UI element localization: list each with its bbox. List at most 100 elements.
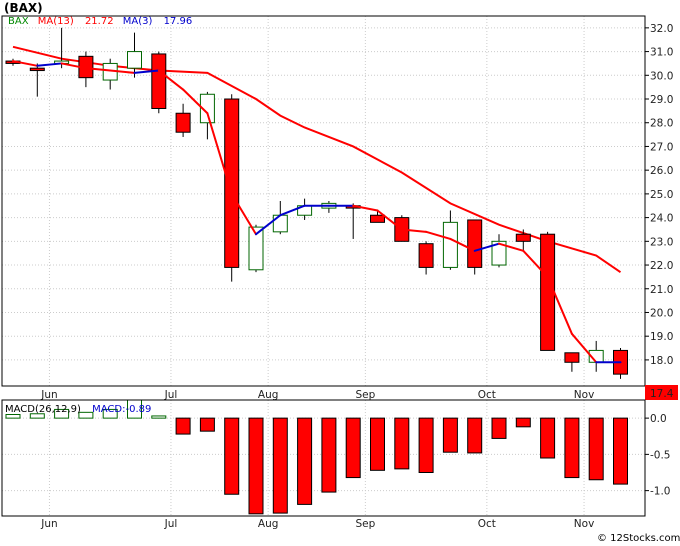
ma3-segment xyxy=(546,275,573,335)
ma3-segment xyxy=(352,204,379,212)
ma3-segment xyxy=(109,69,136,74)
macd-x-tick-label: Sep xyxy=(355,518,375,530)
legend-ma3-label: MA(3) xyxy=(123,16,153,27)
macd-bar-positive xyxy=(102,408,118,419)
ma3-segment xyxy=(255,214,282,236)
macd-bar-negative xyxy=(175,417,191,435)
ma3-segment xyxy=(182,88,209,115)
ma3-segment xyxy=(400,228,428,233)
price-y-tick-label: 26.0 xyxy=(650,165,673,177)
ma3-segment xyxy=(376,209,403,231)
candle xyxy=(102,58,118,90)
ma3-segment xyxy=(473,242,500,252)
price-legend: BAX MA(13) 21.72 MA(3) 17.96 xyxy=(8,16,192,27)
candle xyxy=(175,103,191,137)
macd-x-tick-label: Oct xyxy=(478,518,496,530)
candle-body-up xyxy=(442,221,458,268)
macd-bar-negative xyxy=(588,417,604,481)
candle xyxy=(199,91,215,140)
candle-body-down xyxy=(467,219,483,268)
macd-bar-positive xyxy=(54,408,70,419)
candle xyxy=(248,224,264,273)
macd-bar-negative xyxy=(345,417,361,479)
ma3-segment xyxy=(522,249,549,278)
macd-legend-value: MACD:-0.89 xyxy=(92,404,151,415)
macd-bar-negative xyxy=(515,417,531,428)
price-y-tick-label: 28.0 xyxy=(650,118,673,130)
ma3-segment xyxy=(206,112,233,195)
price-y-tick-label: 22.0 xyxy=(650,260,673,272)
macd-bar-negative xyxy=(224,417,240,495)
macd-x-tick-label: Aug xyxy=(258,518,279,530)
price-x-tick-label: Aug xyxy=(258,389,279,401)
legend-ma3-value: 17.96 xyxy=(164,16,193,27)
macd-bar-negative xyxy=(491,417,507,439)
ma3-segment xyxy=(498,242,525,252)
candle-body-down xyxy=(224,98,240,268)
macd-bar-positive xyxy=(5,414,21,419)
price-x-tick-label: Jul xyxy=(164,389,178,401)
macd-bar-negative xyxy=(418,417,434,473)
macd-y-tick-label: 0.0 xyxy=(650,413,667,425)
candle-body-down xyxy=(540,233,556,351)
candle-body-down xyxy=(175,112,191,133)
macd-bar-negative xyxy=(370,417,385,471)
macd-bar-negative xyxy=(467,417,483,454)
ma3-segment xyxy=(449,237,476,252)
price-y-tick-label: 23.0 xyxy=(650,236,673,248)
price-y-tick-label: 20.0 xyxy=(650,307,673,319)
price-x-tick-label: Sep xyxy=(355,389,375,401)
macd-bar-negative xyxy=(248,417,264,515)
candle xyxy=(370,210,385,223)
candle xyxy=(29,63,45,97)
candle-body-up xyxy=(272,214,288,233)
ma3-line-layer xyxy=(12,60,622,364)
ma3-segment xyxy=(157,69,185,91)
price-y-tick-label: 27.0 xyxy=(650,141,673,153)
macd-y-tick-label: -0.5 xyxy=(650,449,671,461)
ma3-segment xyxy=(84,67,112,72)
price-y-tick-label: 25.0 xyxy=(650,189,673,201)
ma3-segment xyxy=(230,192,257,236)
price-x-tick-label: Nov xyxy=(574,389,595,401)
macd-bar-negative xyxy=(540,417,556,459)
price-panel-border xyxy=(1,15,646,387)
candle xyxy=(491,234,507,268)
ma3-segment xyxy=(36,62,63,67)
candle-body-down xyxy=(515,233,531,242)
legend-ma13-value: 21.72 xyxy=(85,16,114,27)
candle xyxy=(127,32,142,78)
macd-x-tick-label: Jun xyxy=(40,518,57,530)
macd-x-tick-label: Jul xyxy=(164,518,178,530)
macd-bar-negative xyxy=(442,417,458,453)
ma3-segment xyxy=(60,62,87,70)
candle xyxy=(613,348,628,379)
macd-legend-label: MACD(26,12,9) xyxy=(5,404,81,415)
ma3-segment xyxy=(12,60,39,67)
price-y-tick-label: 31.0 xyxy=(650,47,673,59)
macd-bar-positive xyxy=(29,413,45,419)
chart-title: (BAX) xyxy=(4,1,43,15)
ma13-line-layer xyxy=(12,45,622,273)
candle xyxy=(442,210,458,270)
macd-bar-positive xyxy=(151,415,167,419)
candle-body-down xyxy=(370,214,385,223)
macd-x-tick-label: Nov xyxy=(574,518,595,530)
ma3-segment xyxy=(570,332,598,364)
macd-bars xyxy=(5,399,628,515)
macd-bar-negative xyxy=(199,417,215,432)
candle-body-up xyxy=(127,51,142,69)
last-price-badge xyxy=(645,385,678,400)
candle-body-down xyxy=(418,243,434,268)
macd-bar-positive xyxy=(78,411,94,419)
price-y-ticks: 32.0 31.0 30.0 29.0 28.0 27.0 26.0 25.0 24.0 23.0… xyxy=(645,23,673,367)
legend-ma13-label: MA(13) xyxy=(38,16,74,27)
candle xyxy=(418,241,434,275)
price-y-tick-label: 19.0 xyxy=(650,331,673,343)
ma3-segment xyxy=(279,204,306,217)
candle xyxy=(515,229,531,251)
watermark: © 12Stocks.com xyxy=(597,533,680,544)
ma3-segment xyxy=(425,230,452,240)
ma13-line xyxy=(12,45,622,273)
